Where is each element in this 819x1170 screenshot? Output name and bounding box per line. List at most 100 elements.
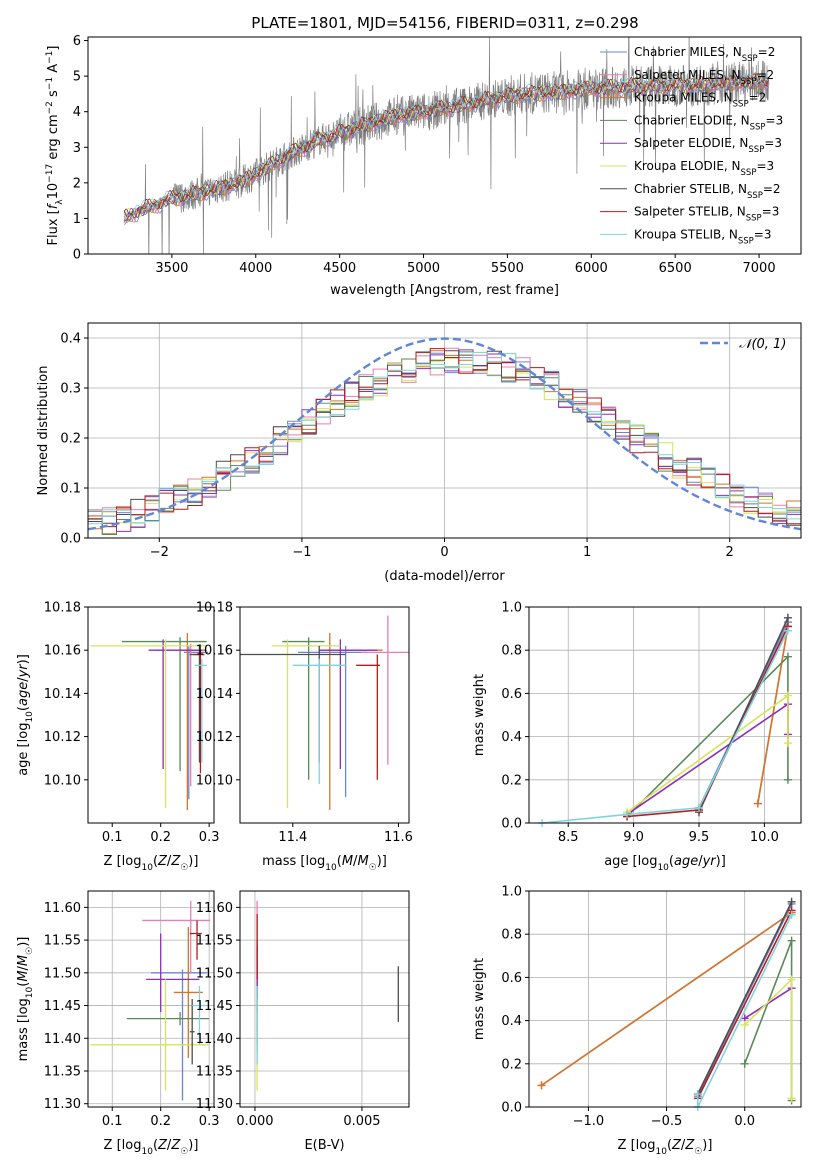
y-tick-label: 0 [73,248,81,263]
weight-marker [783,691,792,700]
y-tick-label: 11.55 [196,934,233,949]
x-tick-label: 0.3 [199,1114,220,1129]
y-tick-label: 4 [73,105,81,120]
axes-frame [87,890,215,1108]
errorbar-point-kroupa-elodie [271,639,341,808]
axes-frame [87,606,215,824]
y-tick-label: 0.0 [501,817,522,832]
y-tick-label: 11.55 [44,934,81,949]
weights-vs-z-plot: −1.0 −0.5 0.0 0.0 0.2 0.4 0.6 0.8 1.0 Z [log10(Z/… [472,885,802,1157]
x-axis-label: age [log10(age/yr)] [604,854,726,873]
x-tick-label: 3500 [155,261,188,276]
x-axis-label: (data-model)/error [384,569,505,584]
y-tick-label: 10.12 [196,730,233,745]
x-tick-label: 6500 [659,261,692,276]
y-tick-label: 0.6 [501,971,522,986]
model-line-chabrier-stelib [123,73,769,219]
y-axis-label: Flux [fλ10−17 erg cm−2 s−1 A−1] [45,46,65,246]
y-tick-label: 10.10 [44,773,81,788]
y-tick-label: 10.14 [44,687,81,702]
legend-label: Chabrier STELIB, NSSP=2 [634,182,781,201]
model-line-kroupa-elodie [123,73,769,220]
y-tick-label: 2 [73,176,81,191]
y-tick-label: 10.16 [44,644,81,659]
model-line-chabrier-elodie [123,75,769,223]
x-tick-label: 0.1 [102,1114,123,1129]
errorbar-point-kroupa-miles [319,632,383,811]
x-tick-label: −1 [292,545,311,560]
errorbar-point-chabrier-elodie [282,637,325,780]
errorbar-point-kroupa-elodie [90,979,210,1091]
axes-frame [239,890,410,1108]
x-tick-label: 0.005 [343,1114,380,1129]
x-axis-label: Z [log10(Z/Z☉)] [104,1138,199,1157]
weight-line-chabrier-stelib [697,901,793,1095]
errorbar-point-kroupa-miles [173,927,203,1058]
x-tick-label: 0.1 [102,830,123,845]
age-vs-mass-plot: 11.4 11.6 10.10 10.12 10.14 10.16 10.18 mass [l… [196,601,413,874]
histogram-salpeter-stelib [88,348,801,530]
errorbar-point-salpeter-miles [142,900,211,973]
errorbar-point-kroupa-stelib [192,985,207,1045]
weight-marker [783,652,792,661]
y-tick-label: 11.30 [44,1097,81,1112]
x-tick-label: 10.0 [750,830,779,845]
model-line-chabrier-miles [123,77,769,223]
x-tick-label: 0.2 [150,830,171,845]
y-tick-label: 1 [73,212,81,227]
errorbar-point-salpeter-stelib [193,650,205,774]
y-tick-label: 0.2 [501,1057,522,1072]
x-tick-label: 0.0 [734,1114,755,1129]
y-tick-label: 11.35 [196,1065,233,1080]
legend-label: 𝒩(0, 1) [739,337,786,352]
y-axis-label: age [log10(age/yr)] [16,654,35,776]
y-tick-label: 10.14 [196,687,233,702]
legend-label: Kroupa STELIB, NSSP=3 [634,227,772,246]
x-axis-label: Z [log10(Z/Z☉)] [104,854,199,873]
x-tick-label: −2 [150,545,169,560]
legend-label: Salpeter ELODIE, NSSP=3 [634,136,782,155]
weight-marker [783,626,792,635]
x-tick-label: 11.4 [278,830,307,845]
legend-label: Chabrier MILES, NSSP=2 [634,45,775,64]
weight-marker [740,1020,749,1029]
x-tick-label: 9.5 [689,830,710,845]
weight-marker [787,1094,796,1103]
x-tick-label: 0.000 [236,1114,273,1129]
spectrum-plot: 3500 4000 4500 5000 5500 6000 6500 7000 0 1 2 3 4 5 6 w… [45,34,802,298]
y-tick-label: 10.18 [44,601,81,616]
weight-marker [623,810,632,819]
legend-label: Kroupa ELODIE, NSSP=3 [634,159,774,178]
y-tick-label: 11.30 [196,1097,233,1112]
x-tick-label: 1 [583,545,591,560]
axes-frame [239,606,410,824]
y-tick-label: 0.0 [60,532,81,547]
errorbar-point-salpeter-miles [361,615,409,765]
y-tick-label: 0.0 [501,1101,522,1116]
y-tick-label: 0.6 [501,687,522,702]
plot-bg [88,37,801,254]
x-tick-label: 0.3 [199,830,220,845]
y-tick-label: 3 [73,141,81,156]
y-axis-label: mass [log10(M/M☉)] [16,937,35,1062]
weight-marker [783,613,792,622]
x-tick-label: 7000 [743,261,776,276]
weight-marker [783,775,792,784]
y-tick-label: 0.4 [60,332,81,347]
y-tick-label: 6 [73,34,81,49]
model-line-kroupa-stelib [123,73,769,221]
weight-marker [695,803,703,812]
errorbar-point-chabrier-elodie [126,1012,210,1026]
errorbar-point-kroupa-stelib [292,658,346,785]
y-tick-label: 0.8 [501,644,522,659]
y-tick-label: 1.0 [501,601,522,616]
legend-label: Salpeter STELIB, NSSP=3 [634,205,779,224]
x-tick-label: −0.5 [651,1114,683,1129]
errorbar-point-salpeter-stelib [189,920,202,960]
errorbar-point-chabrier-elodie [121,637,207,772]
y-tick-label: 0.2 [501,773,522,788]
weight-marker [783,739,792,748]
y-tick-label: 11.40 [44,1032,81,1047]
x-tick-label: 0 [440,545,448,560]
